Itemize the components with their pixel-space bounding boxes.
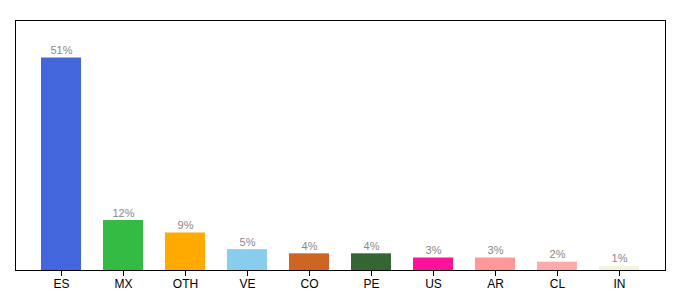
svg-text:ES: ES (53, 277, 69, 291)
svg-text:CL: CL (550, 277, 566, 291)
svg-text:51%: 51% (50, 44, 72, 56)
svg-text:9%: 9% (178, 219, 194, 231)
svg-text:4%: 4% (364, 240, 380, 252)
svg-text:AR: AR (487, 277, 504, 291)
svg-text:5%: 5% (240, 236, 256, 248)
svg-text:IN: IN (614, 277, 626, 291)
svg-text:3%: 3% (488, 244, 504, 256)
svg-text:CO: CO (301, 277, 319, 291)
svg-text:2%: 2% (550, 248, 566, 260)
svg-text:1%: 1% (612, 252, 628, 264)
svg-text:VE: VE (239, 277, 255, 291)
svg-text:4%: 4% (302, 240, 318, 252)
svg-text:3%: 3% (426, 244, 442, 256)
svg-text:PE: PE (363, 277, 379, 291)
svg-text:OTH: OTH (173, 277, 198, 291)
svg-text:12%: 12% (112, 207, 134, 219)
svg-text:MX: MX (115, 277, 133, 291)
svg-text:US: US (425, 277, 442, 291)
